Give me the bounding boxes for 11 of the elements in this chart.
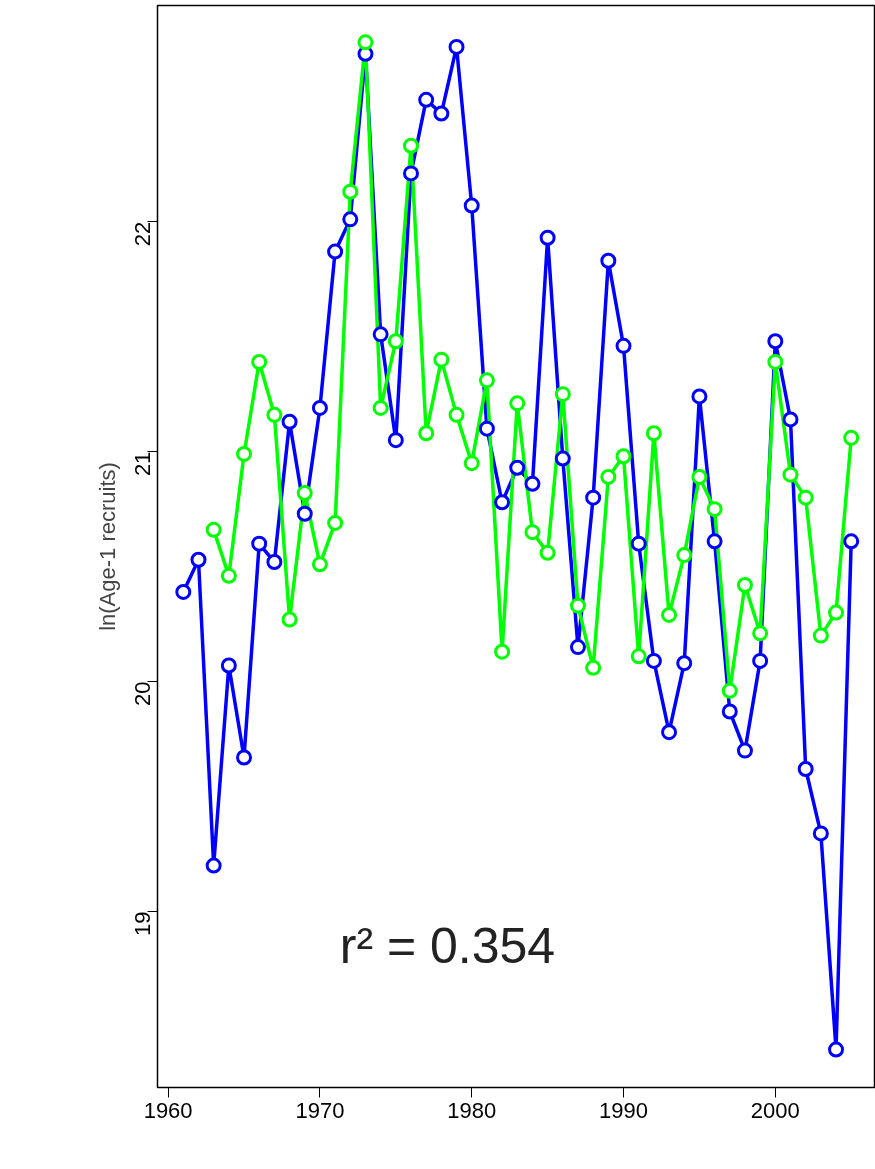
y-tick-label: 21: [130, 451, 155, 477]
x-tick-label: 1960: [143, 1097, 193, 1123]
y-tick-label: 22: [130, 221, 155, 247]
x-tick-label: 1990: [599, 1097, 648, 1123]
y-axis-title: ln(Age-1 recruits): [94, 462, 120, 631]
annotation: r² = 0.354: [339, 918, 556, 975]
x-tick-label: 1970: [295, 1097, 345, 1123]
x-tick-label: 1980: [447, 1097, 497, 1123]
y-tick-label: 19: [130, 911, 155, 937]
x-tick-label: 2000: [750, 1097, 800, 1123]
y-tick-label: 20: [130, 681, 155, 707]
